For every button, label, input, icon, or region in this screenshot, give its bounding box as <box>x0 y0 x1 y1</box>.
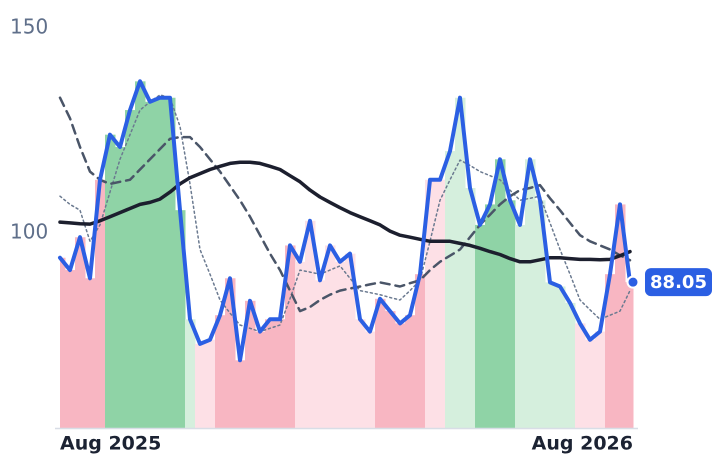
area-column <box>375 298 386 428</box>
area-column <box>315 280 326 428</box>
area-column <box>115 146 126 428</box>
end-point <box>626 275 640 289</box>
area-column <box>425 179 436 428</box>
area-column <box>595 331 606 428</box>
area-column <box>465 188 476 428</box>
area-column <box>245 300 256 428</box>
x-tick-label: Aug 2025 <box>60 433 161 455</box>
series-line <box>58 96 632 313</box>
area-column <box>285 245 296 428</box>
area-column <box>565 302 576 428</box>
y-tick-label: 150 <box>10 15 48 39</box>
area-column <box>525 159 536 429</box>
area-column <box>95 179 106 428</box>
x-tick-label: Aug 2026 <box>532 433 633 455</box>
area-column <box>75 237 86 428</box>
area-column <box>125 110 136 429</box>
area-column <box>345 253 356 428</box>
area-column <box>185 319 196 428</box>
area-column <box>555 286 566 428</box>
area-column <box>165 97 176 428</box>
area-column <box>335 261 346 428</box>
area-column <box>495 159 506 429</box>
area-column <box>305 220 316 428</box>
area-column <box>295 261 306 428</box>
area-column <box>275 319 286 428</box>
area-column <box>605 274 616 428</box>
area-column <box>85 278 96 428</box>
series-line <box>58 160 632 264</box>
area-column <box>235 360 246 428</box>
area-column <box>515 224 526 428</box>
area-column <box>135 81 146 428</box>
area-column <box>175 210 186 428</box>
area-column <box>455 97 466 428</box>
area-column <box>195 343 206 428</box>
end-label: 88.05 <box>650 272 707 293</box>
area-column <box>225 278 236 428</box>
area-column <box>145 101 156 428</box>
area-column <box>385 311 396 428</box>
area-column <box>255 331 266 428</box>
area-column <box>475 224 486 428</box>
area-column <box>615 204 626 428</box>
area-column <box>585 339 596 428</box>
area-column <box>445 151 456 429</box>
area-column <box>435 179 446 428</box>
area-column <box>395 323 406 428</box>
area-column <box>325 245 336 428</box>
area-column <box>575 323 586 428</box>
area-column <box>355 319 366 428</box>
area-column <box>215 315 226 428</box>
area-column <box>205 339 216 428</box>
area-column <box>65 270 76 428</box>
area-column <box>485 204 496 428</box>
series-line <box>58 79 632 363</box>
area-column <box>545 282 556 428</box>
area-column <box>625 282 634 428</box>
area-column <box>60 257 66 428</box>
area-column <box>365 331 376 428</box>
area-column <box>405 315 416 428</box>
area-column <box>105 134 116 428</box>
y-tick-label: 100 <box>10 220 48 244</box>
end-label-badge <box>645 268 712 297</box>
area-column <box>265 319 276 428</box>
area-column <box>155 97 166 428</box>
area-column <box>415 274 426 428</box>
area-column <box>505 200 516 428</box>
area-column <box>535 200 546 428</box>
